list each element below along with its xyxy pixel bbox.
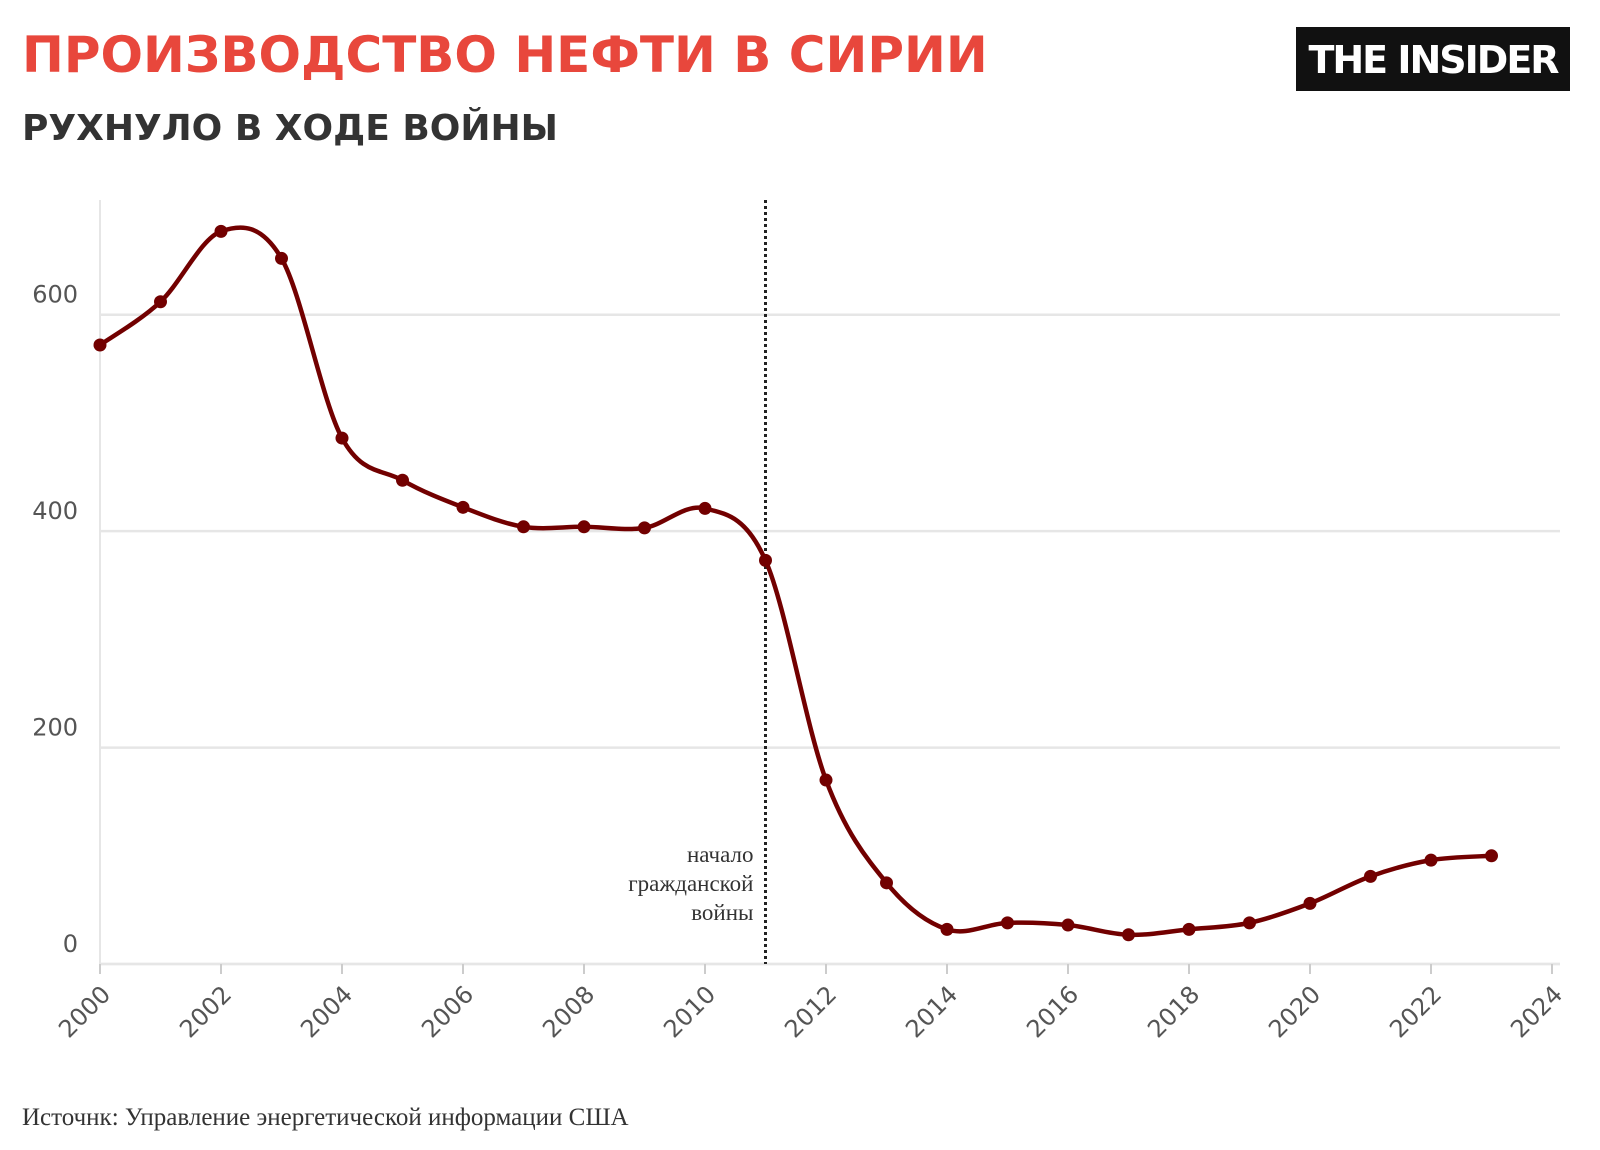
point: [1061, 918, 1075, 932]
point: [1303, 896, 1317, 910]
point: [1364, 869, 1377, 883]
x-tick-label: 2020: [1263, 980, 1326, 1043]
point: [335, 431, 349, 445]
point: [940, 922, 954, 936]
point: [93, 338, 107, 352]
point: [1001, 916, 1014, 930]
x-tick-label: 2006: [416, 980, 479, 1043]
chart-subtitle: РУХНУЛО В ХОДЕ ВОЙНЫ: [22, 107, 558, 149]
x-tick-label: 2022: [1384, 980, 1447, 1043]
point: [1243, 916, 1256, 930]
line: [98, 225, 1492, 938]
x-tick-label: 2014: [900, 980, 963, 1043]
point: [214, 224, 228, 238]
x-tick-label: 2002: [174, 980, 237, 1043]
x-tick-label: 2018: [1142, 980, 1205, 1043]
logo: THE INSIDER: [1308, 38, 1559, 82]
chart-title: ПРОИЗВОДСТВО НЕФТИ В СИРИИ: [22, 26, 988, 84]
point: [819, 773, 833, 787]
point: [517, 520, 530, 534]
x-tick-label: 2024: [1505, 980, 1568, 1043]
y-tick-label: 600: [32, 281, 78, 309]
x-tick-label: 2012: [779, 980, 842, 1043]
source: Источнк: Управление энергетической инфор…: [22, 1104, 629, 1131]
point: [275, 251, 288, 265]
x-tick-label: 2000: [53, 980, 116, 1043]
point: [880, 876, 893, 890]
point: [638, 521, 651, 535]
point: [1485, 849, 1498, 863]
y-tick-label: 200: [32, 714, 78, 742]
point: [759, 553, 772, 567]
logo-box: [1296, 27, 1570, 91]
annotation-text: начало: [687, 842, 754, 867]
point: [1122, 928, 1135, 942]
point: [1182, 922, 1196, 936]
point: [577, 520, 591, 534]
x-tick-label: 2004: [295, 980, 358, 1043]
x-tick-label: 2010: [658, 980, 721, 1043]
point: [456, 500, 470, 514]
point: [698, 501, 712, 515]
y-tick-label: 0: [63, 930, 78, 958]
x-tick-label: 2008: [537, 980, 600, 1043]
annotation-text: гражданской: [628, 871, 753, 896]
x-tick-label: 2016: [1021, 980, 1084, 1043]
point: [1424, 853, 1438, 867]
y-tick-label: 400: [32, 497, 78, 525]
annotation-text: войны: [691, 900, 753, 925]
point: [154, 295, 167, 309]
point: [396, 473, 409, 487]
